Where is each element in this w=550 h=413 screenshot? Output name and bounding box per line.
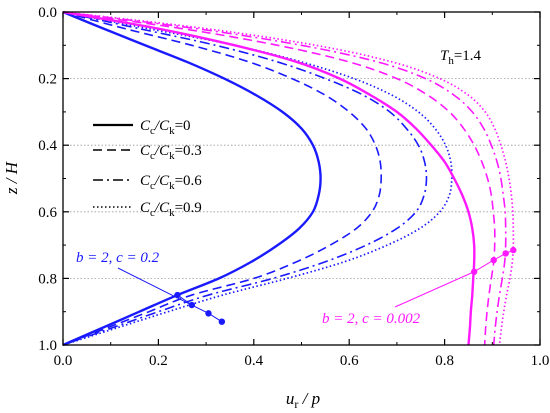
x-axis-title: ur / p	[286, 389, 320, 411]
marker-connector-magenta	[473, 249, 514, 273]
y-tick-label-2: 0.4	[38, 138, 57, 154]
x-tick-label-3: 0.6	[340, 353, 359, 369]
th-label: Th=1.4	[440, 48, 482, 67]
marker-0-3	[218, 318, 226, 325]
th-label-value: =1.4	[454, 48, 482, 64]
series-line-4	[62, 10, 476, 346]
annotation-magenta: b = 2, c = 0.002	[322, 311, 421, 327]
series-line-1	[62, 11, 383, 346]
series-line-6	[62, 11, 507, 346]
legend: Cc/Ck=0 Cc/Ck=0.3 Cc/Ck=0.6 Cc/Ck=0.9	[93, 118, 202, 219]
y-axis-title: z / H	[2, 160, 21, 195]
series-group	[62, 10, 515, 347]
series-line-7	[62, 11, 515, 346]
marker-1-3	[510, 246, 517, 254]
th-label-sub: h	[448, 55, 454, 67]
annotation-pointers	[117, 249, 514, 323]
legend-label-3: Cc/Ck=0.9	[140, 200, 202, 219]
x-tick-label-1: 0.2	[149, 353, 168, 369]
legend-label-1: Cc/Ck=0.3	[140, 143, 202, 162]
x-axis-title-tail: / p	[298, 389, 320, 408]
annotation-pointer-magenta	[394, 271, 475, 308]
tick-labels: 0.00.20.40.60.81.00.0 0.2 0.4 0.6 0.8 1.0	[38, 5, 549, 369]
marker-group	[174, 246, 517, 325]
th-label-main: T	[440, 48, 450, 64]
x-tick-label-5: 1.0	[531, 353, 550, 369]
marker-connector-blue	[177, 294, 223, 323]
y-tick-label-4: 0.8	[38, 271, 57, 287]
marker-1-0	[470, 268, 478, 275]
y-tick-label-3: 0.6	[38, 205, 57, 221]
marker-0-1	[188, 301, 195, 309]
x-axis-title-sub: r	[294, 397, 298, 411]
series-line-2	[62, 11, 428, 346]
marker-0-0	[174, 291, 181, 299]
x-tick-label-2: 0.4	[244, 353, 263, 369]
gridlines	[63, 78, 540, 279]
annotation-pointer-blue	[117, 267, 193, 306]
x-axis-title-main: u	[286, 389, 295, 408]
marker-0-2	[205, 310, 212, 317]
x-tick-label-4: 0.8	[435, 353, 454, 369]
axis-ticks	[62, 11, 541, 346]
marker-1-2	[502, 250, 509, 257]
y-tick-label-5: 1.0	[38, 338, 57, 354]
x-tick-label-0: 0.0	[54, 353, 73, 369]
legend-label-2: Cc/Ck=0.6	[140, 173, 202, 192]
annotation-blue: b = 2, c = 0.2	[76, 250, 160, 266]
series-line-0	[62, 10, 322, 347]
y-tick-label-1: 0.2	[38, 72, 57, 88]
marker-1-1	[490, 256, 497, 264]
y-tick-label-0: 0.0	[38, 5, 57, 21]
series-line-5	[62, 11, 496, 346]
legend-label-0: Cc/Ck=0	[140, 118, 191, 137]
